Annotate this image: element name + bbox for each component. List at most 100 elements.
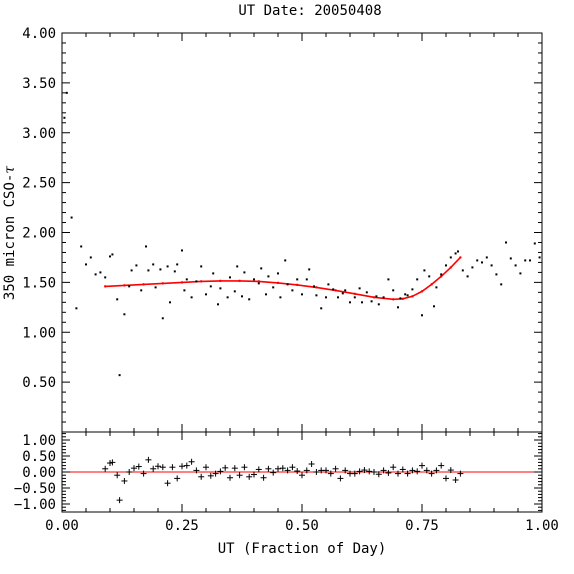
y-tick-label: 0.50	[22, 375, 56, 391]
tau-point	[169, 301, 171, 304]
tau-point	[433, 305, 435, 308]
tau-point	[265, 293, 267, 296]
tau-point	[272, 286, 275, 289]
tau-point	[301, 293, 303, 296]
tau-point	[291, 289, 294, 292]
fit-line-point	[219, 279, 222, 283]
tau-point	[94, 273, 97, 276]
tau-point	[159, 268, 162, 271]
tau-point	[154, 286, 157, 289]
tau-point	[320, 307, 323, 310]
fit-line-point	[180, 281, 184, 284]
tau-point	[332, 288, 335, 291]
residual-cross	[169, 464, 176, 471]
y-tick-label: 1.50	[22, 275, 56, 291]
tau-point	[135, 264, 138, 267]
y-tick-label: 2.00	[22, 226, 56, 242]
residual-cross	[284, 467, 291, 474]
x-tick-label: 0.25	[165, 518, 199, 534]
tau-point	[509, 257, 512, 260]
tau-point	[466, 275, 469, 278]
bottom-axis-ticks	[61, 432, 543, 512]
residual-cross	[135, 463, 142, 470]
tau-point	[140, 289, 143, 292]
residual-cross	[457, 470, 464, 477]
residual-cross	[380, 467, 387, 474]
fit-line-point	[449, 266, 452, 269]
residual-cross	[395, 470, 401, 477]
x-axis-label: UT (Fraction of Day)	[218, 541, 387, 557]
tau-point	[217, 303, 219, 306]
fit-line-point	[430, 283, 433, 286]
tau-point	[80, 245, 83, 248]
tau-point	[471, 266, 474, 269]
tau-point	[166, 265, 169, 268]
tau-point	[118, 374, 121, 377]
residual-cross	[438, 462, 445, 469]
chart-title: UT Date: 20050408	[238, 3, 381, 19]
tau-point	[327, 283, 330, 286]
residual-cross	[109, 459, 116, 466]
residual-cross	[126, 469, 133, 475]
fit-line-point	[334, 289, 337, 292]
residual-cross	[260, 474, 267, 481]
tau-point	[457, 250, 459, 253]
residual-cross	[342, 467, 349, 474]
tau-point	[123, 313, 126, 316]
tau-point	[70, 216, 73, 219]
tau-point	[190, 296, 193, 299]
tau-point	[233, 290, 236, 293]
residual-crosses	[102, 456, 464, 504]
tau-point	[538, 256, 541, 259]
residual-cross	[140, 470, 147, 477]
tau-point	[205, 293, 207, 296]
residual-cross	[356, 468, 363, 475]
tau-point	[277, 272, 279, 275]
residual-cross	[241, 464, 248, 471]
tau-point	[111, 253, 114, 256]
tau-point	[243, 271, 246, 274]
res-y-tick-label: 0.00	[22, 465, 56, 481]
tau-point	[349, 301, 351, 304]
x-tick-label: 0.50	[285, 518, 319, 534]
tau-point	[344, 289, 347, 292]
fit-line-point	[142, 283, 145, 286]
residual-cross	[428, 470, 435, 477]
top-panel: 0.50 1.00 1.50 2.00 2.50 3.00 3.50 4.00	[22, 26, 543, 433]
residual-cross	[203, 464, 209, 471]
residual-cross	[251, 471, 257, 478]
y-tick-label: 1.00	[22, 325, 56, 341]
residual-cross	[102, 465, 109, 472]
tau-point	[353, 296, 356, 299]
tau-point	[253, 278, 255, 281]
tau-point	[365, 291, 368, 294]
tau-point	[399, 297, 402, 300]
residual-cross	[255, 466, 262, 473]
tau-point	[382, 296, 385, 299]
tau-point	[161, 317, 164, 320]
tau-point	[241, 295, 243, 298]
residual-cross	[299, 472, 305, 479]
tau-point	[279, 296, 282, 299]
tau-point	[485, 256, 488, 259]
fit-line-point	[238, 279, 241, 283]
residual-cross	[121, 477, 128, 484]
tau-point	[229, 276, 231, 279]
residual-cross	[433, 467, 440, 474]
tau-point	[440, 273, 443, 276]
tau-point	[63, 116, 66, 119]
tau-point	[377, 303, 380, 306]
residual-cross	[222, 464, 229, 471]
y-tick-label: 3.00	[22, 126, 56, 142]
tau-point	[404, 293, 407, 296]
tau-point	[423, 269, 426, 272]
tau-point	[445, 264, 447, 267]
tau-point	[476, 259, 479, 262]
tau-point	[490, 264, 493, 267]
residual-cross	[164, 480, 171, 487]
tau-point	[505, 241, 507, 244]
residual-cross	[236, 472, 243, 479]
residual-cross	[231, 465, 238, 472]
fit-line-point	[161, 282, 164, 285]
